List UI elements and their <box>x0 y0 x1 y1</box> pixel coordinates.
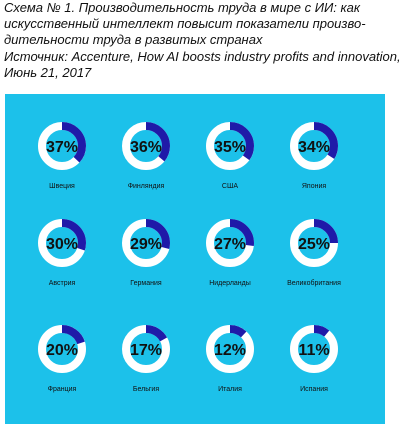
data-label: 36% <box>130 139 162 156</box>
donut-item: 17% Бельгия <box>122 325 170 393</box>
data-label: 30% <box>46 236 78 253</box>
category-label-испания: Испания <box>300 386 328 393</box>
donut-segment <box>206 219 254 267</box>
data-label: 34% <box>298 139 330 156</box>
category-label-франция: Франция <box>48 386 77 393</box>
caption-source-line-2: Июнь 21, 2017 <box>4 64 92 80</box>
donut-item: 30% Австрия <box>38 219 86 287</box>
donut-item: 29% Германия <box>122 219 170 287</box>
category-label-германия: Германия <box>130 280 162 287</box>
data-label: 35% <box>214 139 246 156</box>
data-label: 12% <box>214 342 246 359</box>
category-label-сша: США <box>222 183 238 190</box>
donut-segment <box>206 325 254 373</box>
category-label-финляндия: Финляндия <box>128 183 165 190</box>
category-label-нидерланды: Нидерланды <box>209 280 251 287</box>
donut-item: 37% Швеция <box>38 122 86 190</box>
donut-segment <box>290 325 338 373</box>
donut-segment <box>38 325 86 373</box>
data-label: 11% <box>298 342 329 359</box>
donut-item: 11% Испания <box>290 325 338 393</box>
category-label-великобритания: Великобритания <box>287 279 341 287</box>
donut-chart-grid: 37% Швеция 36% Финляндия 35% США 34% Япония 30% А… <box>38 122 341 393</box>
donut-segment <box>122 325 170 373</box>
donut-segment <box>206 122 254 170</box>
donut-segment <box>290 219 338 267</box>
donut-item: 12% Италия <box>206 325 254 393</box>
chart-panel: 37% Швеция 36% Финляндия 35% США 34% Япония 30% А… <box>5 94 385 424</box>
donut-item: 35% США <box>206 122 254 190</box>
data-label: 37% <box>46 139 78 156</box>
donut-item: 36% Финляндия <box>122 122 170 190</box>
data-label: 25% <box>298 236 330 253</box>
category-label-италия: Италия <box>218 386 242 393</box>
category-label-австрия: Австрия <box>49 280 76 287</box>
donut-segment <box>38 122 86 170</box>
caption-title-line-1: Схема № 1. Производительность труда в ми… <box>4 0 361 15</box>
donut-segment <box>38 219 86 267</box>
caption-title-line-2: искусственный интеллект повысит показате… <box>4 16 366 32</box>
caption-source-line-1: Источник: Accenture, How AI boosts indus… <box>4 48 401 64</box>
data-label: 27% <box>214 236 246 253</box>
category-label-швеция: Швеция <box>49 183 75 190</box>
donut-item: 25% Великобритания <box>287 219 341 287</box>
category-label-бельгия: Бельгия <box>133 386 159 393</box>
data-label: 29% <box>130 236 162 253</box>
donut-item: 27% Нидерланды <box>206 219 254 287</box>
category-label-япония: Япония <box>302 183 327 190</box>
donut-segment <box>122 122 170 170</box>
data-label: 20% <box>46 342 78 359</box>
chart-caption: Схема № 1. Производительность труда в ми… <box>4 0 416 81</box>
donut-item: 20% Франция <box>38 325 86 393</box>
data-label: 17% <box>130 342 162 359</box>
donut-item: 34% Япония <box>290 122 338 190</box>
caption-title-line-3: дительности труда в развитых странах <box>4 32 263 48</box>
donut-segment <box>122 219 170 267</box>
donut-segment <box>290 122 338 170</box>
